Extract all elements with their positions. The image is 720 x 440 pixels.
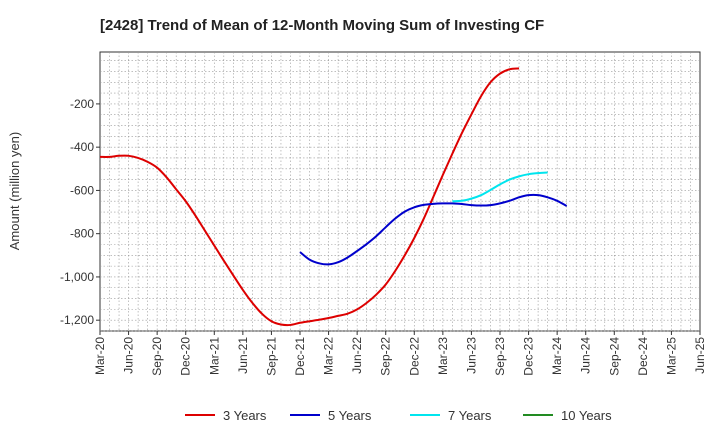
y-tick-label: -1,200 — [60, 313, 94, 327]
x-tick-label: Jun-20 — [122, 337, 136, 374]
plot-area — [99, 51, 701, 332]
x-tick-label: Sep-21 — [264, 337, 278, 376]
x-tick-label: Dec-23 — [522, 337, 536, 376]
x-tick-label: Jun-21 — [236, 337, 250, 374]
x-tick-label: Sep-20 — [150, 337, 164, 376]
x-tick-label: Dec-20 — [179, 337, 193, 376]
x-tick-label: Dec-22 — [407, 337, 421, 376]
x-tick-label: Jun-25 — [693, 337, 707, 374]
y-tick-label: -800 — [70, 227, 94, 241]
grid — [100, 52, 700, 332]
y-tick-label: -1,000 — [60, 270, 94, 284]
y-tick-label: -400 — [70, 140, 94, 154]
series-line-5-years — [299, 193, 568, 266]
x-tick-label: Dec-24 — [636, 337, 650, 376]
x-tick-label: Jun-23 — [464, 337, 478, 374]
x-axis: Mar-20 Jun-20 Sep-20 Dec-20 Mar-21 Jun-21 Sep-… — [93, 331, 707, 376]
x-tick-label: Jun-24 — [579, 337, 593, 374]
legend-label: 10 Years — [561, 408, 612, 423]
x-tick-label: Mar-20 — [93, 337, 107, 375]
y-tick-label: -600 — [70, 183, 94, 197]
y-tick-label: -200 — [70, 97, 94, 111]
series-line-3-years — [99, 67, 520, 327]
legend-label: 5 Years — [328, 408, 372, 423]
legend-label: 7 Years — [448, 408, 492, 423]
y-axis: -1,200 -1,000 -800 -600 -400 -200 — [60, 97, 100, 327]
legend: 3 Years 5 Years 7 Years 10 Years — [185, 408, 612, 423]
x-tick-label: Jun-22 — [350, 337, 364, 374]
x-tick-label: Sep-23 — [493, 337, 507, 376]
x-tick-label: Mar-24 — [550, 337, 564, 375]
x-tick-label: Dec-21 — [293, 337, 307, 376]
series-lines — [99, 67, 568, 327]
x-tick-label: Mar-25 — [664, 337, 678, 375]
x-tick-label: Sep-24 — [607, 337, 621, 376]
x-tick-label: Mar-23 — [436, 337, 450, 375]
x-tick-label: Mar-22 — [322, 337, 336, 375]
chart-title: [2428] Trend of Mean of 12-Month Moving … — [100, 17, 544, 34]
x-tick-label: Sep-22 — [379, 337, 393, 376]
x-tick-label: Mar-21 — [207, 337, 221, 375]
series-line-7-years — [452, 171, 548, 203]
legend-label: 3 Years — [223, 408, 267, 423]
y-axis-label: Amount (million yen) — [7, 132, 22, 251]
